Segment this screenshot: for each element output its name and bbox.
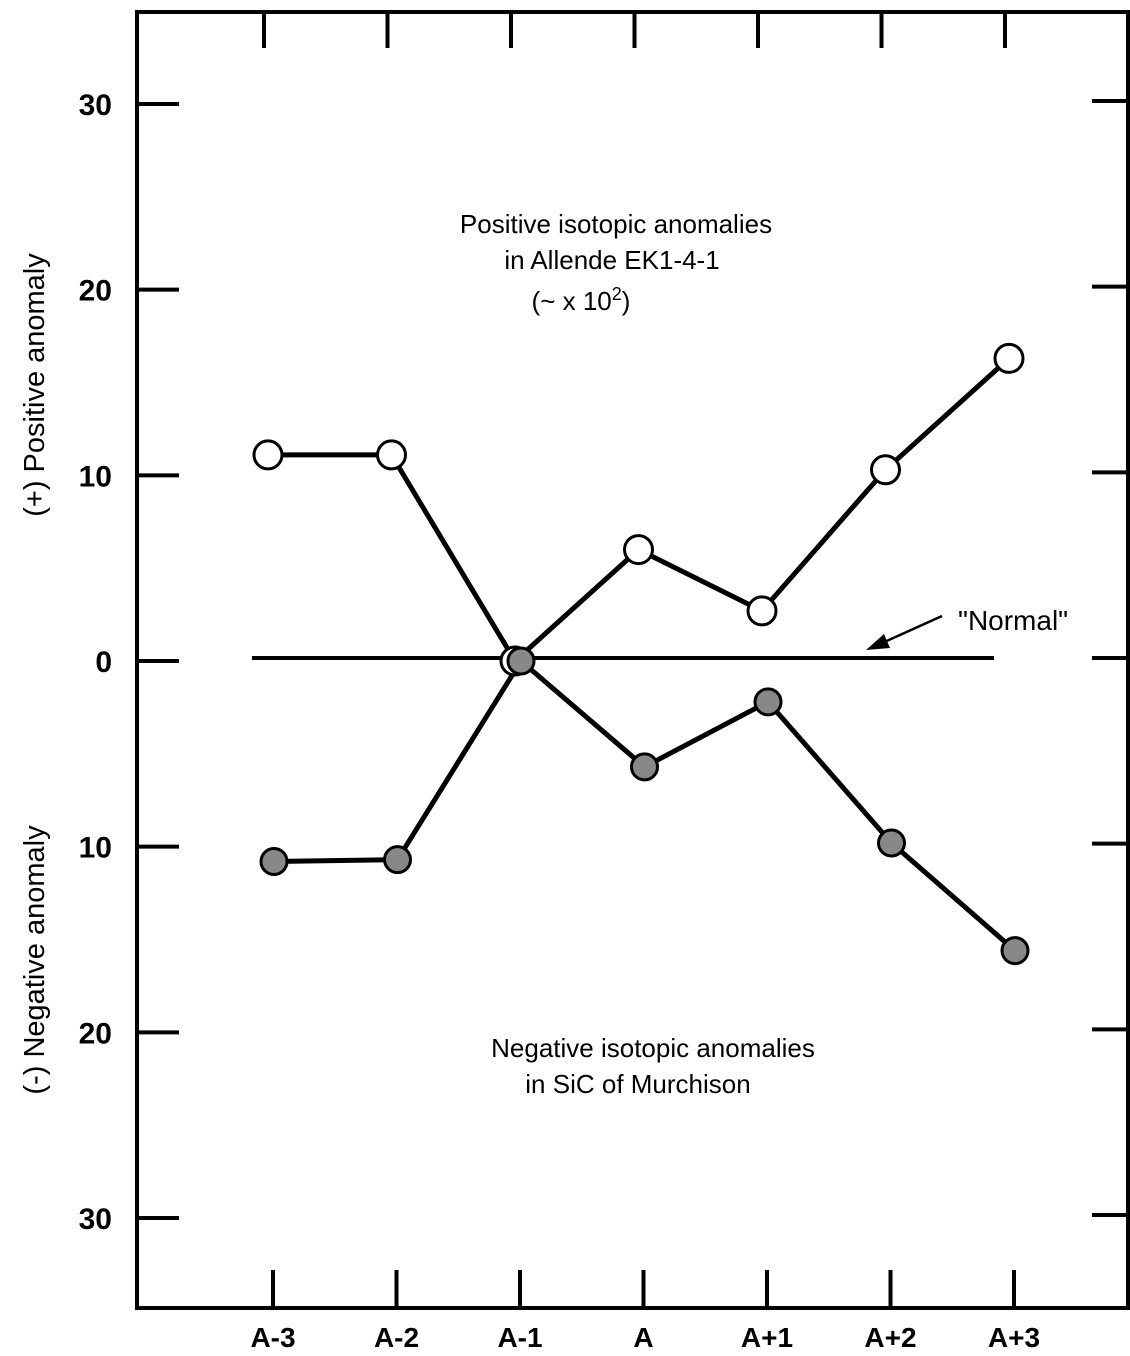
negative-point-A-1 (506, 646, 536, 676)
positive-annotation-line2: in Allende EK1-4-1 (504, 245, 719, 275)
negative-point-A+1 (753, 687, 783, 717)
y-tick-label: 20 (79, 275, 112, 308)
negative-point-A (630, 752, 659, 782)
x-tick-label: A-2 (374, 1322, 419, 1353)
y-axis-ticks: 30 20 10 0 10 20 30 (79, 89, 1128, 1236)
series-points (252, 342, 1030, 966)
y-tick-label: 30 (79, 1203, 112, 1236)
positive-point-A+1 (746, 595, 778, 627)
x-tick-label: A-3 (250, 1322, 295, 1353)
positive-annotation-scale: (~ x 102) (532, 284, 631, 316)
negative-point-A-2 (383, 845, 412, 875)
y-axis-title-negative: (-) Negative anomaly (19, 825, 51, 1095)
normal-label: "Normal" (958, 605, 1068, 636)
x-tick-label: A (633, 1322, 653, 1353)
negative-annotation-line2: in SiC of Murchison (525, 1069, 750, 1099)
x-tick-label: A+3 (988, 1322, 1040, 1353)
y-axis-title-positive: (+) Positive anomaly (19, 253, 51, 517)
positive-annotation-line1: Positive isotopic anomalies (460, 209, 772, 239)
normal-arrow (866, 614, 943, 650)
y-tick-label: 20 (79, 1017, 112, 1050)
positive-point-A+2 (870, 454, 901, 486)
positive-point-A-2 (376, 439, 407, 471)
series-line-negative (273, 658, 1017, 953)
negative-annotation-line1: Negative isotopic anomalies (491, 1033, 815, 1063)
negative-point-A+3 (1000, 936, 1030, 966)
x-tick-label: A+2 (864, 1322, 916, 1353)
y-tick-label: 10 (79, 832, 112, 865)
positive-point-A-3 (252, 439, 284, 471)
x-tick-label: A-1 (497, 1322, 542, 1353)
negative-point-A+2 (877, 828, 906, 858)
positive-point-A (623, 534, 654, 566)
y-tick-label: 30 (79, 89, 112, 122)
x-tick-label: A+1 (741, 1322, 793, 1353)
negative-point-A-3 (259, 847, 289, 877)
y-tick-label: 10 (79, 460, 112, 493)
x-axis-ticks: A-3 A-2 A-1 A A+1 A+2 A+3 (250, 12, 1040, 1353)
series-line-positive (268, 356, 1011, 664)
positive-point-A+3 (993, 342, 1025, 374)
y-tick-label: 0 (95, 646, 112, 679)
